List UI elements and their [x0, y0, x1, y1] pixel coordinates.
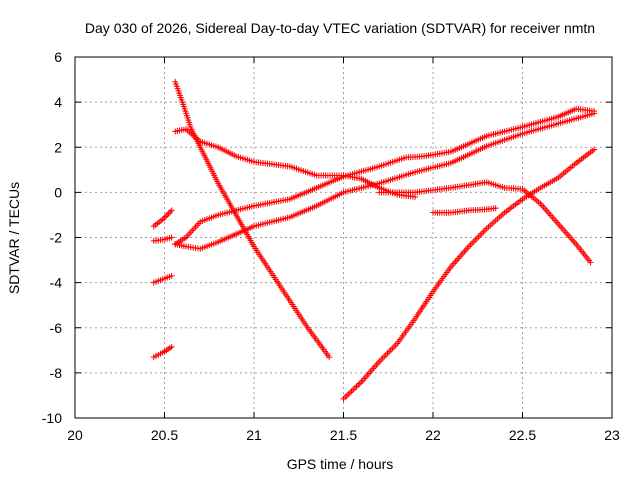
- y-tick-label: -10: [42, 410, 62, 426]
- x-tick-label: 22.5: [509, 427, 536, 443]
- data-point: [162, 213, 169, 220]
- grid: [75, 57, 612, 418]
- series-8: [376, 179, 594, 266]
- x-tick-label: 20: [67, 427, 83, 443]
- x-tick-label: 21: [246, 427, 262, 443]
- x-tick-label: 23: [604, 427, 620, 443]
- series-7: [172, 105, 598, 248]
- y-axis-label: SDTVAR / TECUs: [6, 182, 22, 294]
- data-point: [326, 354, 333, 361]
- x-tick-label: 21.5: [330, 427, 357, 443]
- series-6: [172, 110, 598, 252]
- x-axis-label: GPS time / hours: [287, 456, 394, 472]
- data-point: [168, 234, 175, 241]
- data-point: [168, 207, 175, 214]
- data-point: [492, 205, 499, 212]
- y-tick-label: 2: [54, 139, 62, 155]
- x-axis: 20 20.5 21 21.5 22 22.5 23: [67, 57, 620, 443]
- data-point: [587, 259, 594, 266]
- data-point: [167, 208, 174, 215]
- series-2: [150, 272, 175, 286]
- y-tick-label: -6: [50, 320, 63, 336]
- x-tick-label: 22: [425, 427, 441, 443]
- data-point: [164, 211, 171, 218]
- data-point: [165, 210, 172, 217]
- data-point: [591, 146, 598, 153]
- y-tick-label: 0: [54, 184, 62, 200]
- y-tick-label: -8: [50, 365, 63, 381]
- y-tick-label: -2: [50, 230, 63, 246]
- y-axis: -10 -8 -6 -4 -2 0 2 4 6: [42, 49, 612, 426]
- data-points: [150, 78, 598, 402]
- y-tick-label: 6: [54, 49, 62, 65]
- data-point: [591, 108, 598, 115]
- series-0: [150, 207, 175, 230]
- chart-title: Day 030 of 2026, Sidereal Day-to-day VTE…: [85, 20, 595, 36]
- data-point: [161, 214, 168, 221]
- y-tick-label: -4: [50, 275, 63, 291]
- series-9: [430, 205, 499, 216]
- y-tick-label: 4: [54, 94, 62, 110]
- series-4: [172, 78, 333, 361]
- x-tick-label: 20.5: [151, 427, 178, 443]
- series-1: [150, 234, 175, 244]
- data-point: [168, 272, 175, 279]
- data-point: [168, 343, 175, 350]
- series-3: [150, 343, 175, 361]
- series-10: [340, 146, 598, 402]
